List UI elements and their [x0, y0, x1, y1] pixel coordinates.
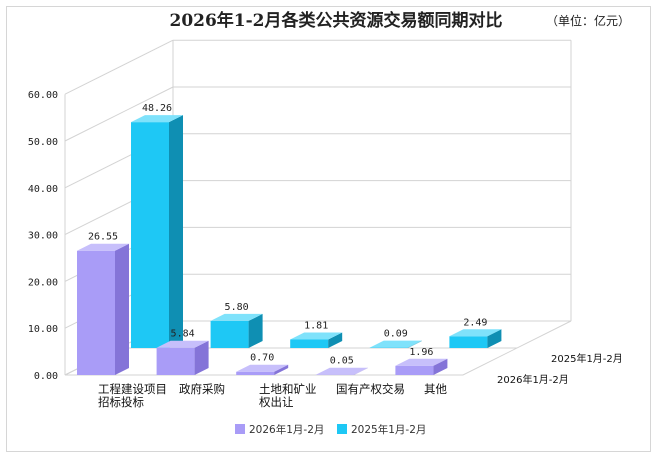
bar-front-face [290, 339, 329, 348]
bar-top-face [315, 367, 368, 375]
data-label: 5.80 [225, 302, 249, 313]
bar-front-face [395, 365, 434, 375]
bar-2026-4 [395, 358, 448, 375]
legend-label: 2025年1月-2月 [351, 423, 426, 436]
bar-2025-0 [131, 115, 183, 348]
bar-side-face [169, 115, 183, 348]
bar-front-face [156, 347, 195, 375]
legend-swatch [337, 424, 347, 434]
y-tick-label: 30.00 [28, 231, 58, 242]
bar-top-face [210, 313, 263, 321]
bar-top-face [236, 364, 289, 372]
data-label: 1.96 [409, 347, 433, 358]
x-category-label: 政府采购 [179, 382, 225, 396]
bar-2025-3 [369, 340, 422, 348]
chart-frame: 2026年1-2月各类公共资源交易额同期对比 （单位：亿元） 0.00 10.00… [6, 6, 651, 452]
legend-label: 2026年1月-2月 [249, 423, 324, 436]
bar-top-face [156, 340, 209, 348]
chart-unit: （单位：亿元） [546, 13, 630, 28]
bar-front-face [131, 122, 169, 348]
x-category-label: 土地和矿业 [259, 382, 317, 396]
bar-side-face [487, 329, 502, 348]
bar-2025-4 [449, 329, 502, 348]
bar-side-face [115, 243, 129, 375]
data-label: 0.09 [384, 329, 408, 340]
depth-label-2025: 2025年1月-2月 [551, 352, 623, 365]
bar-top-face [449, 329, 502, 337]
y-tick-label: 10.00 [28, 324, 58, 335]
legend: 2026年1月-2月 2025年1月-2月 [235, 423, 426, 436]
chart-title: 2026年1-2月各类公共资源交易额同期对比 [169, 10, 502, 31]
y-tick-label: 0.00 [34, 371, 58, 382]
x-category-label: 国有产权交易 [336, 382, 405, 396]
bar-top-face [369, 340, 422, 348]
bars-layer [77, 115, 502, 375]
data-label: 5.84 [171, 329, 195, 340]
y-tick-label: 60.00 [28, 90, 58, 101]
bar-2026-0 [77, 243, 129, 375]
gridline-left-5 [64, 86, 174, 142]
y-tick-label: 20.00 [28, 277, 58, 288]
bar-side-face [194, 340, 209, 375]
bar-side-face [407, 340, 422, 348]
bar-2025-1 [210, 313, 263, 348]
bar-side-face [353, 367, 368, 375]
labels-layer: 48.26 5.80 1.81 0.09 2.49 26.55 5.84 0.70 0.05 1.… [88, 103, 623, 409]
x-category-label: 权出让 [259, 395, 294, 409]
bar-front-face [449, 336, 488, 348]
bar-front-face [236, 371, 275, 375]
data-label: 1.81 [304, 321, 328, 332]
data-label: 26.55 [88, 232, 118, 243]
x-category-label: 工程建设项目 [98, 382, 167, 396]
y-tick-label: 40.00 [28, 184, 58, 195]
data-label: 0.70 [250, 353, 274, 364]
data-label: 48.26 [142, 103, 172, 114]
bar-2025-2 [290, 332, 343, 348]
legend-item-0: 2026年1月-2月 [235, 423, 324, 436]
bar-chart-3d: 2026年1-2月各类公共资源交易额同期对比 （单位：亿元） 0.00 10.00… [28, 10, 630, 436]
bar-top-face [131, 115, 183, 123]
bar-side-face [274, 364, 289, 375]
bar-front-face [210, 320, 249, 348]
depth-label-2026: 2026年1月-2月 [497, 373, 569, 386]
bar-2026-1 [156, 340, 209, 375]
x-category-label: 招标投标 [98, 395, 144, 409]
legend-swatch [235, 424, 245, 434]
bar-top-face [395, 358, 448, 366]
x-category-label: 其他 [424, 382, 447, 396]
bar-top-face [77, 243, 129, 251]
bar-side-face [248, 313, 263, 348]
bar-front-face [77, 250, 115, 375]
bar-side-face [433, 358, 448, 375]
data-label: 2.49 [463, 317, 487, 328]
bar-side-face [328, 332, 343, 348]
bar-top-face [290, 332, 343, 340]
bar-2026-2 [236, 364, 289, 375]
y-tick-label: 50.00 [28, 137, 58, 148]
bar-2026-3 [315, 367, 368, 375]
legend-item-1: 2025年1月-2月 [337, 423, 426, 436]
data-label: 0.05 [330, 356, 354, 367]
gridline-left-6 [64, 39, 174, 95]
